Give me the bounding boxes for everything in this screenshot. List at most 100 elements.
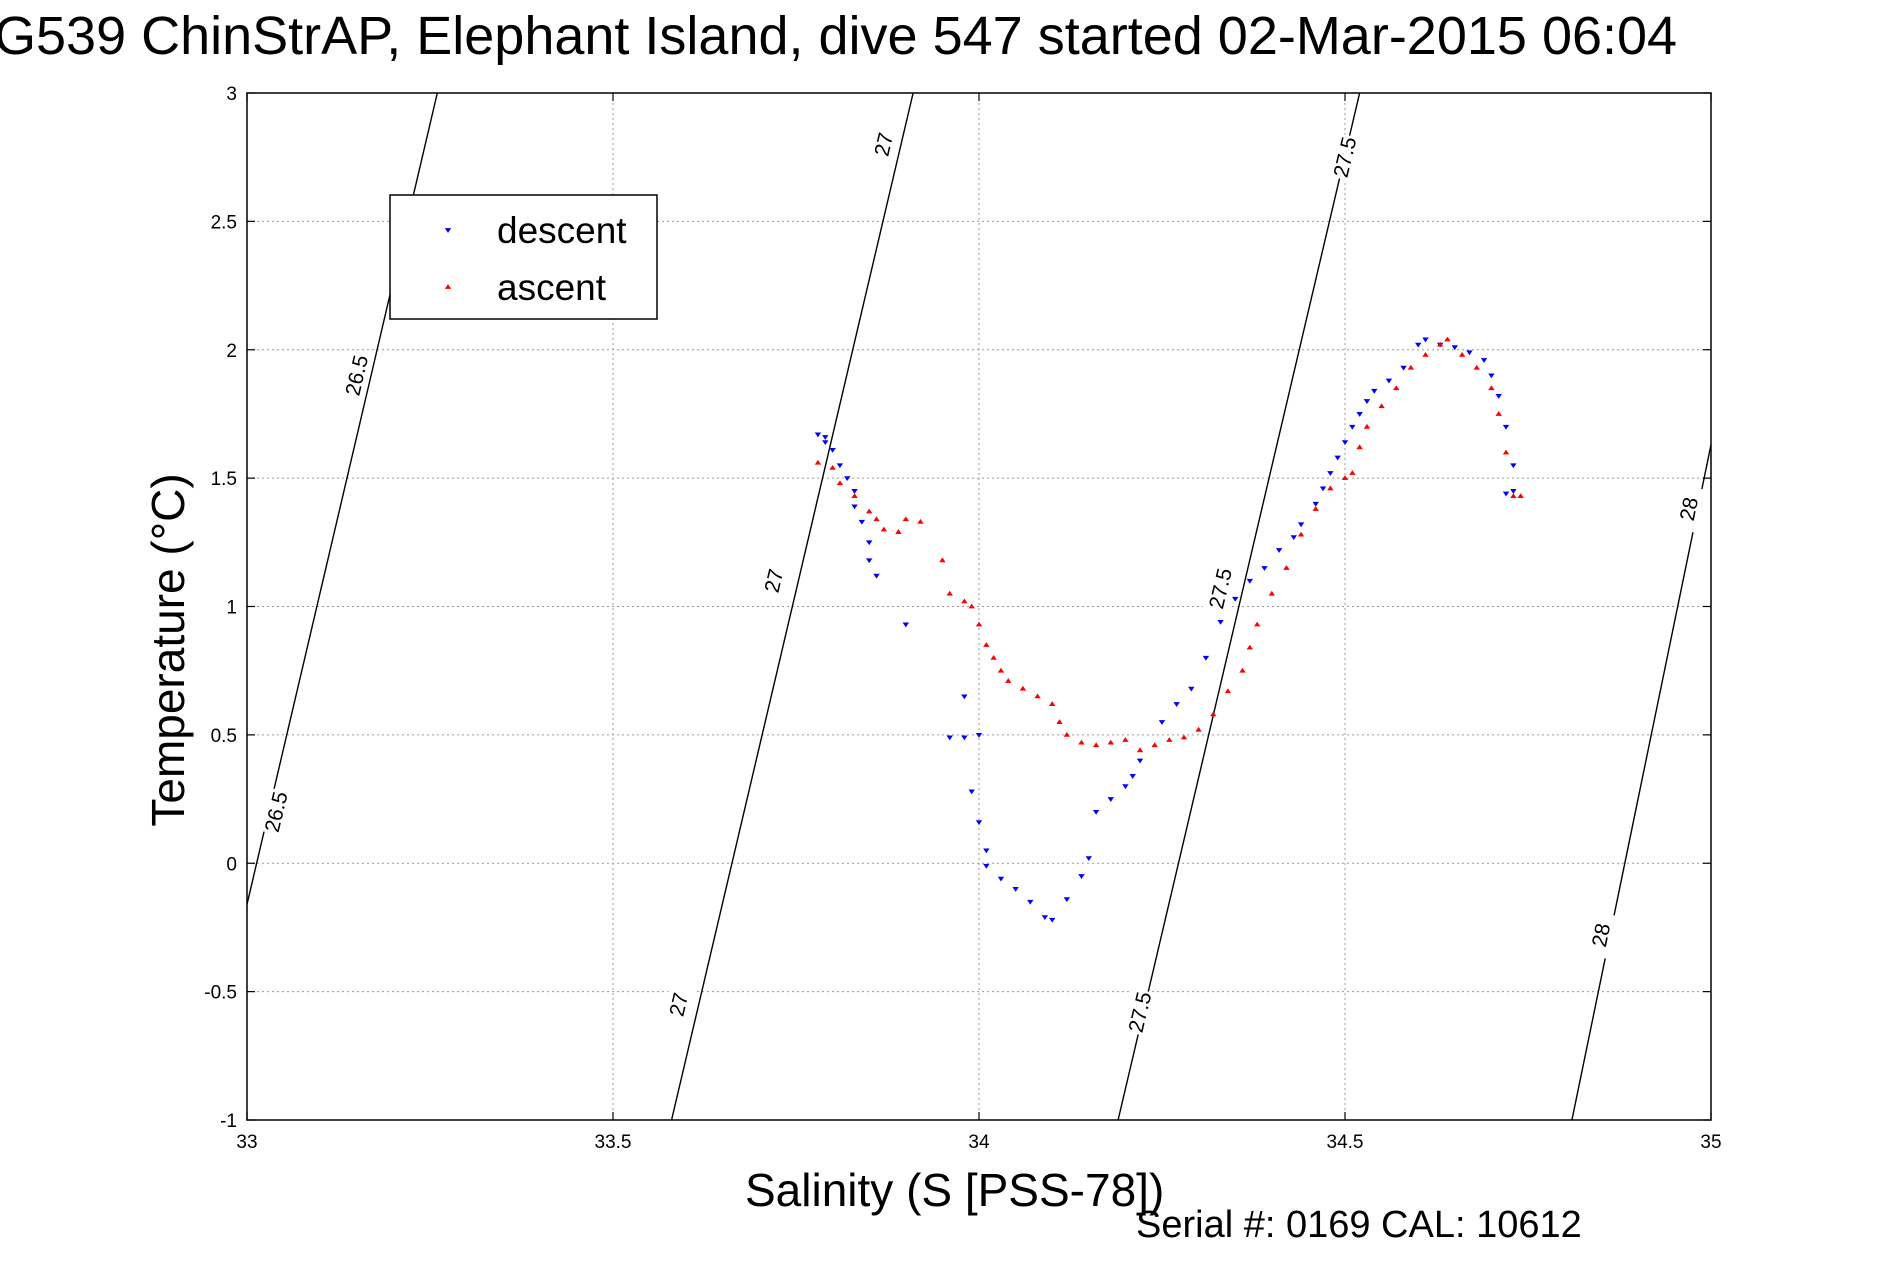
descent-point [968,789,975,795]
ascent-point [1517,493,1524,499]
ascent-point [1195,726,1202,732]
descent-point [1363,399,1371,404]
descent-point [858,519,866,525]
density-contour-label: 27.5 [1330,135,1362,180]
descent-point [1158,720,1166,725]
ascent-point [1444,336,1451,342]
ascent-point [1473,364,1480,370]
ascent-point [997,667,1005,673]
descent-point [1371,388,1378,394]
ascent-point [917,518,924,524]
density-contour-27 [670,93,914,1120]
descent-point [1356,412,1363,417]
y-tick-label: 1.5 [211,469,237,490]
descent-point [1349,424,1356,430]
x-tick-label: 33 [236,1132,257,1153]
descent-point [1466,350,1473,356]
density-contour-label: 28 [1676,495,1703,523]
ascent-point [1502,449,1510,455]
ascent-point [1034,693,1041,699]
ascent-point [1078,739,1085,745]
x-tick-label: 33.5 [595,1132,632,1153]
descent-point [1136,758,1144,764]
ascent-point [1136,747,1144,753]
y-tick-label: -0.5 [204,983,237,1004]
legend-label-descent: descent [497,210,627,251]
ascent-point [1049,701,1056,706]
descent-point [851,489,858,494]
descent-point [866,540,873,546]
ascent-point [1422,352,1429,357]
ascent-point [1180,734,1188,740]
descent-point [1049,917,1056,923]
ascent-point [1246,644,1254,650]
density-contour-28 [1571,444,1711,1120]
descent-point [1502,424,1510,430]
y-tick-label: 1 [226,598,237,619]
ascent-point [1327,485,1334,491]
descent-point [836,463,844,469]
density-contour-label: 26.5 [261,789,293,834]
contour-label-bg [1584,910,1619,960]
contour-label-bg [339,351,375,400]
descent-point [1488,373,1495,379]
ascent-point [946,590,953,596]
density-contour-label: 28 [1588,921,1615,949]
descent-point [975,820,983,826]
descent-point [1085,856,1092,861]
density-contour-27-5 [1117,93,1361,1120]
density-contour-label: 26.5 [341,353,373,398]
ascent-point [1436,341,1444,347]
descent-point [946,735,953,741]
contour-label-bg [661,980,697,1029]
descent-point [902,622,909,628]
descent-point [1495,394,1502,399]
descent-point [1480,358,1488,363]
descent-point [961,735,968,741]
ascent-point [1363,423,1371,429]
density-contours [247,93,1711,1120]
legend: descent ascent [389,194,658,320]
y-axis-label: Temperature (°C) [142,473,194,827]
y-tick-label: 2.5 [211,212,237,233]
serial-caption: Serial #: 0169 CAL: 10612 [1136,1204,1582,1246]
descent-point [1502,491,1510,497]
ascent-point [1063,731,1071,737]
ascent-point [1283,565,1290,570]
ascent-point [1224,688,1232,694]
descent-point [1246,578,1254,584]
ascent-point [880,526,888,532]
descent-point [1297,522,1305,528]
descent-point [866,558,873,564]
ascent-point [1056,719,1063,724]
ascent-point [866,508,873,514]
contour-label-bg [1122,987,1158,1037]
descent-point [1451,345,1458,351]
descent-point [1092,809,1100,815]
ascent-point [1151,742,1158,748]
descent-point [1107,797,1114,802]
density-contour-label: 27 [761,567,789,595]
density-contour-label: 27.5 [1205,566,1237,611]
x-tick-label: 34.5 [1327,1132,1364,1153]
descent-point [1261,566,1268,571]
x-tick-label: 34 [968,1132,990,1153]
descent-point [1341,440,1349,446]
ascent-point [990,654,997,660]
descent-point [851,504,858,510]
chart-title: G539 ChinStrAP, Elephant Island, dive 54… [0,6,1678,66]
descent-point [844,476,851,482]
ascent-point [975,621,983,627]
ascent-point [1356,444,1363,450]
descent-point [1385,378,1393,384]
ascent-point [1393,385,1400,391]
descent-point [1232,596,1239,602]
ascent-point [873,516,880,522]
ascent-point [1458,352,1466,357]
ascent-point [1253,621,1261,627]
descent-point [983,863,990,869]
ascent-point [851,493,858,499]
descent-point [1173,702,1180,707]
ascent-point [1107,739,1114,745]
